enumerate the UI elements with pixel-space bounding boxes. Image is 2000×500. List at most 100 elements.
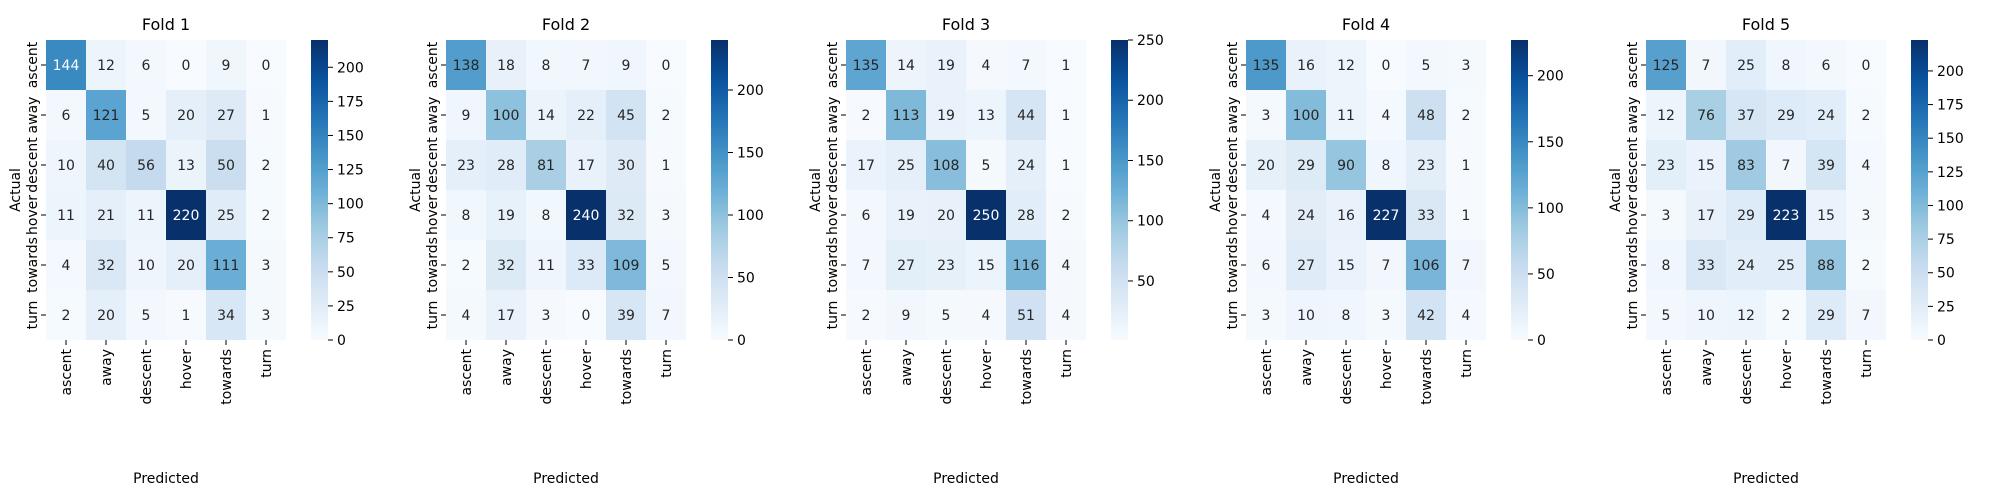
x-tick-label: hover xyxy=(1779,349,1795,389)
y-tick-label: descent xyxy=(25,137,41,193)
heatmap-cell xyxy=(1046,240,1086,290)
cell-value-label: 2 xyxy=(262,158,271,174)
heatmap-cell xyxy=(246,140,286,190)
heatmap-cell xyxy=(1446,90,1486,140)
heatmap-cell xyxy=(1766,240,1806,290)
cell-value-label: 83 xyxy=(1737,158,1755,174)
heatmap-cell xyxy=(966,90,1006,140)
heatmap-cell xyxy=(566,90,606,140)
heatmap-cell xyxy=(86,190,126,240)
cell-value-label: 10 xyxy=(57,158,75,174)
cell-value-label: 28 xyxy=(497,158,515,174)
heatmap-cell xyxy=(966,240,1006,290)
cell-value-label: 7 xyxy=(1862,308,1871,324)
heatmap-cell xyxy=(1006,40,1046,90)
panel-title: Fold 2 xyxy=(542,15,590,34)
heatmap-cell xyxy=(566,290,606,340)
heatmap-cell xyxy=(1246,240,1286,290)
cell-value-label: 8 xyxy=(1382,158,1391,174)
heatmap-cell xyxy=(1726,90,1766,140)
heatmap-cell xyxy=(1286,140,1326,190)
heatmap-cell xyxy=(1646,90,1686,140)
cell-value-label: 12 xyxy=(97,58,115,74)
colorbar-tick-label: 50 xyxy=(1137,274,1155,290)
y-tick-label: away xyxy=(1225,97,1241,134)
colorbar-tick-label: 200 xyxy=(1537,69,1564,85)
cell-value-label: 138 xyxy=(453,58,480,74)
x-axis-label: Predicted xyxy=(933,471,999,487)
x-tick-label: towards xyxy=(1819,349,1835,405)
cell-value-label: 1 xyxy=(1462,158,1471,174)
heatmap-cell xyxy=(1406,90,1446,140)
y-tick-label: turn xyxy=(25,301,41,330)
y-tick-label: towards xyxy=(25,237,41,293)
heatmap-cell xyxy=(246,290,286,340)
heatmap-cell xyxy=(1366,240,1406,290)
cell-value-label: 33 xyxy=(577,258,595,274)
heatmap-cell xyxy=(1366,40,1406,90)
cell-value-label: 5 xyxy=(982,158,991,174)
heatmap-cell xyxy=(1286,240,1326,290)
heatmap-cell xyxy=(86,140,126,190)
colorbar-tick-label: 50 xyxy=(737,271,755,287)
cell-value-label: 50 xyxy=(217,158,235,174)
cell-value-label: 10 xyxy=(1297,308,1315,324)
heatmap-cell xyxy=(166,90,206,140)
cell-value-label: 1 xyxy=(1062,58,1071,74)
cell-value-label: 7 xyxy=(1782,158,1791,174)
cell-value-label: 27 xyxy=(217,108,235,124)
heatmap-cell xyxy=(446,90,486,140)
colorbar-tick-label: 150 xyxy=(337,128,364,144)
cell-value-label: 44 xyxy=(1017,108,1035,124)
cell-value-label: 7 xyxy=(862,258,871,274)
heatmap-cell xyxy=(926,140,966,190)
cell-value-label: 2 xyxy=(862,308,871,324)
cell-value-label: 24 xyxy=(1017,158,1035,174)
heatmap-cell xyxy=(126,140,166,190)
cell-value-label: 18 xyxy=(497,58,515,74)
colorbar xyxy=(311,40,328,340)
x-axis-label: Predicted xyxy=(133,471,199,487)
heatmap-cell xyxy=(86,240,126,290)
y-tick-label: hover xyxy=(1625,195,1641,235)
cell-value-label: 1 xyxy=(1062,158,1071,174)
heatmap-cell xyxy=(846,140,886,190)
cell-value-label: 3 xyxy=(1662,208,1671,224)
cell-value-label: 121 xyxy=(93,108,120,124)
heatmap-cell xyxy=(486,290,526,340)
cell-value-label: 5 xyxy=(1422,58,1431,74)
cell-value-label: 23 xyxy=(937,258,955,274)
heatmap-cell xyxy=(1806,240,1846,290)
colorbar-tick-label: 50 xyxy=(337,265,355,281)
heatmap-cell xyxy=(646,290,686,340)
heatmap-cell xyxy=(1326,140,1366,190)
x-axis-label: Predicted xyxy=(1733,471,1799,487)
heatmap-cell xyxy=(1006,190,1046,240)
heatmap-cell xyxy=(246,40,286,90)
cell-value-label: 4 xyxy=(1862,158,1871,174)
cell-value-label: 2 xyxy=(462,258,471,274)
y-tick-label: ascent xyxy=(25,41,41,88)
colorbar-tick-label: 75 xyxy=(1937,232,1955,248)
cell-value-label: 24 xyxy=(1297,208,1315,224)
cell-value-label: 2 xyxy=(62,308,71,324)
x-tick-label: ascent xyxy=(1259,348,1275,395)
heatmap-cell xyxy=(486,190,526,240)
colorbar-tick-label: 0 xyxy=(337,333,346,349)
colorbar-tick-label: 100 xyxy=(737,208,764,224)
cell-value-label: 9 xyxy=(462,108,471,124)
cell-value-label: 5 xyxy=(142,108,151,124)
heatmap-cell xyxy=(1286,40,1326,90)
heatmap-cell xyxy=(46,190,86,240)
cell-value-label: 12 xyxy=(1657,108,1675,124)
cell-value-label: 12 xyxy=(1737,308,1755,324)
cell-value-label: 25 xyxy=(1737,58,1755,74)
y-tick-label: hover xyxy=(825,195,841,235)
cell-value-label: 106 xyxy=(1413,258,1440,274)
cell-value-label: 0 xyxy=(262,58,271,74)
heatmap-cell xyxy=(526,140,566,190)
heatmap-cell xyxy=(206,140,246,190)
cell-value-label: 6 xyxy=(142,58,151,74)
